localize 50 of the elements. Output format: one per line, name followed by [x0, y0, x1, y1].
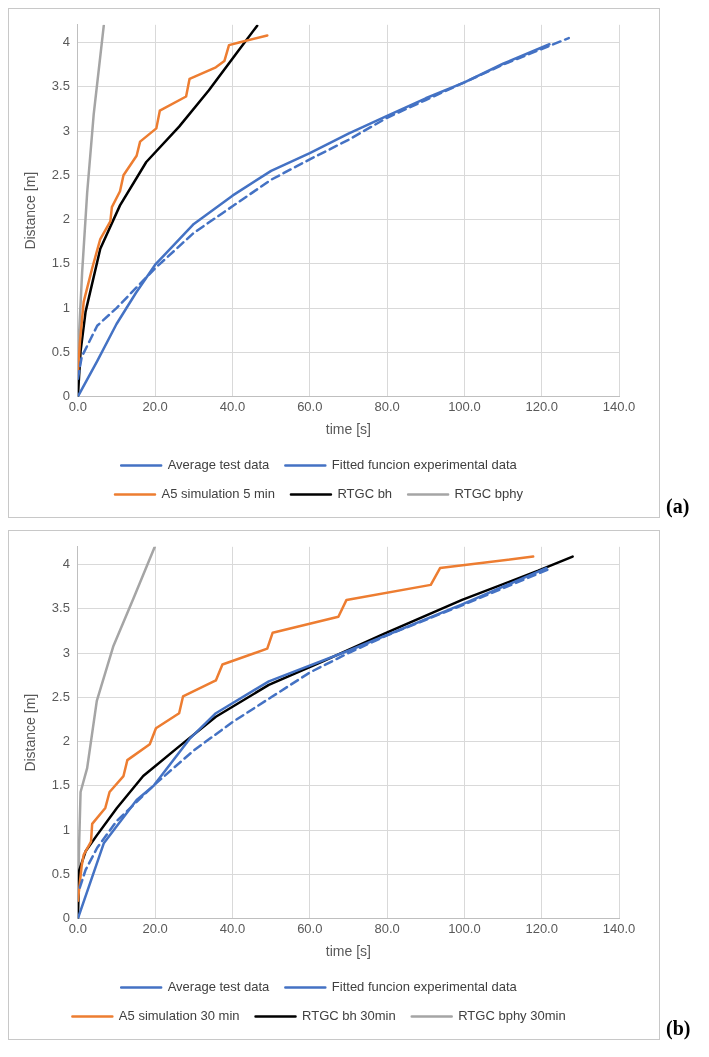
- legend-label: RTGC bh 30min: [302, 1008, 396, 1024]
- y-tick-label: 4: [62, 556, 70, 572]
- x-tick-label: 60.0: [297, 920, 323, 936]
- y-tick-label: 1.5: [51, 777, 70, 793]
- x-tick-label: 20.0: [142, 920, 168, 936]
- x-tick-label: 0.0: [68, 398, 87, 414]
- y-tick-label: 3.5: [51, 600, 70, 616]
- legend-label: Fitted funcion experimental data: [331, 457, 518, 473]
- y-tick-label: 3.5: [51, 78, 70, 94]
- legend-label: RTGC bphy: [454, 486, 524, 502]
- text: (a): [666, 495, 690, 518]
- x-axis-title: time [s]: [325, 943, 371, 960]
- y-tick-label: 3: [62, 122, 70, 138]
- y-tick-label: 1.5: [51, 255, 70, 271]
- legend-label: Average test data: [167, 457, 271, 473]
- x-tick-label: 120.0: [525, 398, 558, 414]
- y-tick-label: 2: [62, 211, 70, 227]
- y-axis-title: Distance [m]: [22, 693, 39, 772]
- x-tick-label: 80.0: [374, 398, 400, 414]
- x-tick-label: 80.0: [374, 920, 400, 936]
- y-tick-label: 2.5: [51, 166, 70, 182]
- x-tick-label: 140.0: [602, 920, 636, 936]
- x-tick-label: 100.0: [448, 920, 481, 936]
- text: (b): [666, 1017, 691, 1040]
- x-tick-label: 40.0: [219, 398, 246, 414]
- x-tick-label: 20.0: [142, 398, 168, 414]
- x-axis-title: time [s]: [325, 421, 371, 438]
- x-tick-label: 140.0: [602, 398, 636, 414]
- legend-label: A5 simulation 30 min: [118, 1008, 240, 1024]
- y-tick-label: 0: [62, 388, 70, 404]
- y-tick-label: 2: [62, 733, 70, 749]
- y-tick-label: 0: [62, 910, 70, 926]
- y-tick-label: 1: [62, 299, 70, 315]
- x-tick-label: 40.0: [219, 920, 246, 936]
- y-tick-label: 4: [62, 34, 70, 50]
- x-tick-label: 120.0: [525, 920, 558, 936]
- legend-label: RTGC bh: [337, 486, 393, 502]
- x-tick-label: 0.0: [68, 920, 87, 936]
- legend-label: A5 simulation 5 min: [161, 486, 275, 502]
- y-axis-title: Distance [m]: [22, 171, 39, 250]
- legend-label: Fitted funcion experimental data: [331, 979, 518, 995]
- legend-label: Average test data: [167, 979, 271, 995]
- x-tick-label: 60.0: [297, 398, 323, 414]
- y-tick-label: 3: [62, 644, 70, 660]
- y-tick-label: 1: [62, 821, 70, 837]
- y-tick-label: 0.5: [51, 343, 70, 359]
- y-tick-label: 2.5: [51, 688, 70, 704]
- x-tick-label: 100.0: [448, 398, 481, 414]
- legend-label: RTGC bphy 30min: [458, 1008, 566, 1024]
- y-tick-label: 0.5: [51, 865, 70, 881]
